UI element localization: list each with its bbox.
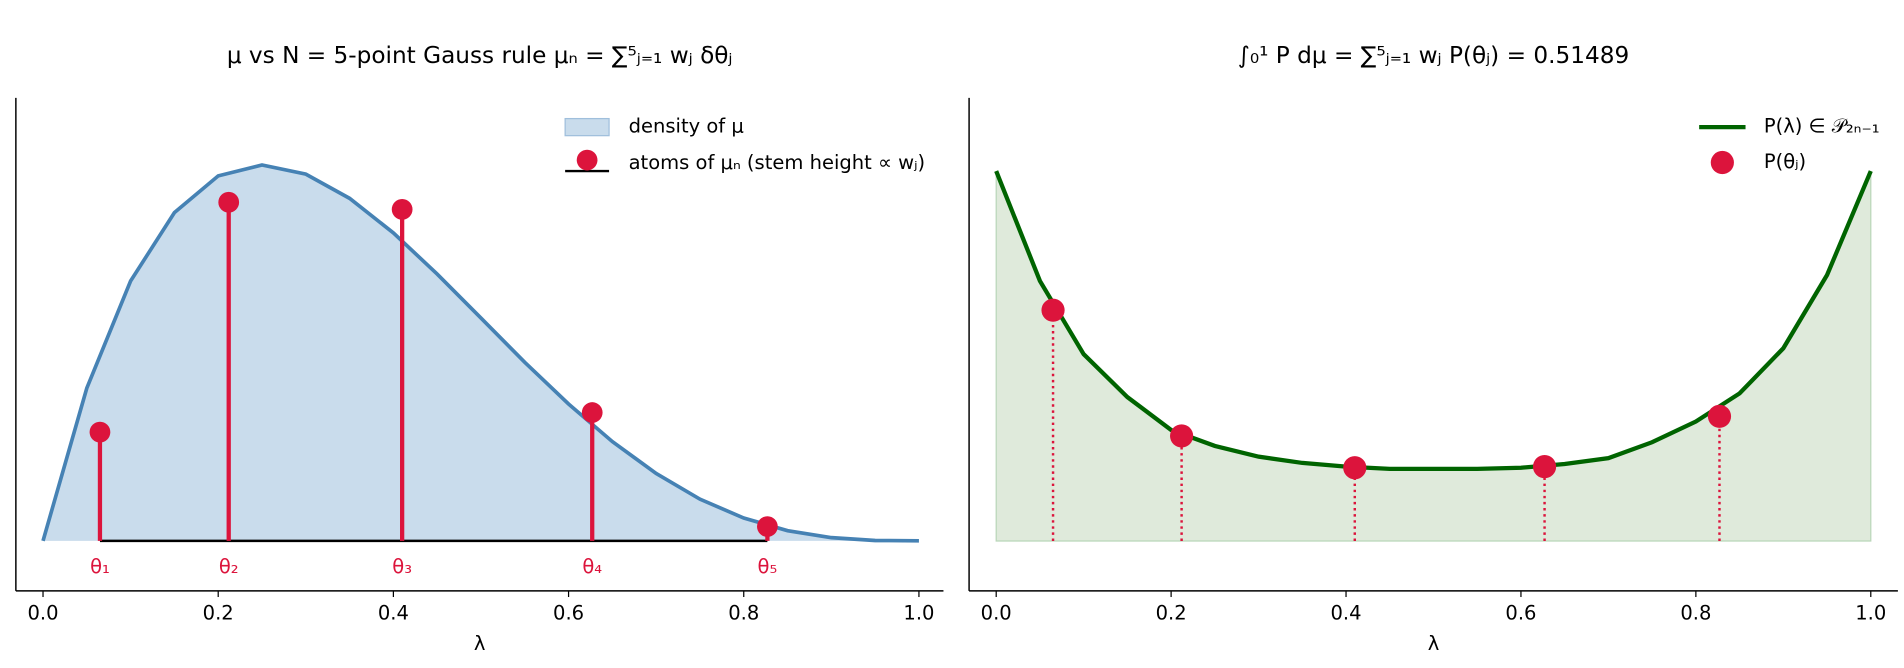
legend-swatch bbox=[1710, 150, 1734, 175]
chart-title: ∫₀¹ P dμ = ∑⁵ⱼ₌₁ wⱼ P(θⱼ) = 0.51489 bbox=[1238, 42, 1629, 69]
subplot: μ vs N = 5-point Gauss rule μₙ = ∑⁵ⱼ₌₁ w… bbox=[15, 42, 944, 655]
legend-label: P(θⱼ) bbox=[1764, 150, 1806, 173]
point bbox=[1707, 404, 1732, 428]
legend-swatch bbox=[576, 149, 598, 171]
point bbox=[1041, 298, 1065, 322]
x-tick-label: 0.6 bbox=[553, 602, 584, 625]
stem-head bbox=[89, 421, 111, 443]
x-tick-label: 0.2 bbox=[203, 602, 234, 625]
x-tick-label: 0.4 bbox=[1331, 602, 1362, 625]
x-axis-label: λ bbox=[1428, 632, 1440, 655]
stem-label: θ₃ bbox=[392, 555, 412, 578]
legend-swatch bbox=[564, 117, 610, 137]
stem-label: θ₁ bbox=[90, 555, 110, 578]
legend-label: atoms of μₙ (stem height ∝ wⱼ) bbox=[629, 151, 926, 174]
legend: P(λ) ∈ 𝒫₂ₙ₋₁ P(θⱼ) bbox=[1699, 115, 1880, 175]
x-tick-label: 0.2 bbox=[1156, 602, 1187, 625]
stem-label: θ₄ bbox=[582, 555, 602, 578]
stem-label: θ₂ bbox=[219, 555, 239, 578]
x-tick-label: 1.0 bbox=[903, 602, 934, 625]
curve-area bbox=[995, 170, 1872, 542]
stem-head bbox=[757, 516, 778, 537]
x-tick-label: 0.4 bbox=[378, 602, 409, 625]
x-tick-label: 0.0 bbox=[981, 602, 1012, 625]
density-area bbox=[43, 165, 919, 541]
point bbox=[1532, 455, 1557, 479]
x-tick-label: 0.0 bbox=[27, 602, 58, 625]
stem-label: θ₅ bbox=[758, 555, 778, 578]
legend: density of μ atoms of μₙ (stem height ∝ w… bbox=[564, 115, 926, 174]
x-tick-label: 1.0 bbox=[1855, 602, 1886, 625]
subplot: ∫₀¹ P dμ = ∑⁵ⱼ₌₁ wⱼ P(θⱼ) = 0.51489 λ 0.0 0… bbox=[968, 42, 1898, 655]
curve-line bbox=[994, 170, 1873, 471]
stem-head bbox=[218, 191, 240, 213]
x-axis-label: λ bbox=[474, 632, 486, 655]
stem-head bbox=[391, 199, 413, 220]
chart-title: μ vs N = 5-point Gauss rule μₙ = ∑⁵ⱼ₌₁ w… bbox=[227, 42, 733, 69]
x-tick-label: 0.8 bbox=[728, 602, 759, 625]
point bbox=[1343, 456, 1367, 480]
x-tick-label: 0.6 bbox=[1505, 602, 1536, 625]
legend-label: density of μ bbox=[629, 115, 744, 138]
x-tick-label: 0.8 bbox=[1680, 602, 1711, 625]
legend-label: P(λ) ∈ 𝒫₂ₙ₋₁ bbox=[1764, 115, 1880, 138]
stem-head bbox=[581, 402, 603, 423]
point bbox=[1170, 424, 1194, 448]
